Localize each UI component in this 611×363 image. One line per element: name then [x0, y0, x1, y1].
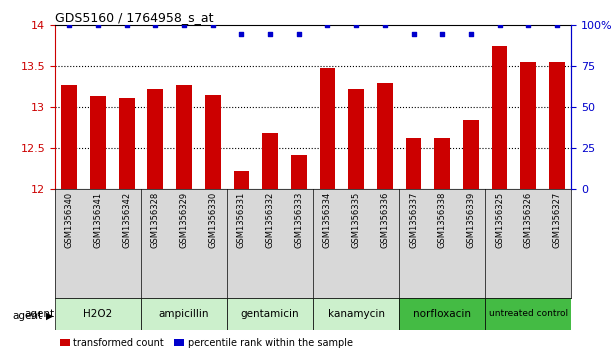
- Point: [466, 30, 476, 36]
- Point: [179, 23, 189, 28]
- Bar: [549, 62, 565, 363]
- Text: GSM1356337: GSM1356337: [409, 192, 418, 248]
- Bar: [485, 298, 571, 330]
- Point: [409, 30, 419, 36]
- Text: GSM1356327: GSM1356327: [552, 192, 562, 248]
- Point: [495, 23, 505, 28]
- Point: [351, 23, 361, 28]
- Legend: transformed count, percentile rank within the sample: transformed count, percentile rank withi…: [60, 338, 353, 348]
- Text: GSM1356338: GSM1356338: [437, 192, 447, 248]
- Text: GSM1356331: GSM1356331: [237, 192, 246, 248]
- Point: [524, 23, 533, 28]
- Bar: [233, 171, 249, 363]
- Text: GSM1356332: GSM1356332: [266, 192, 274, 248]
- Point: [437, 30, 447, 36]
- Point: [93, 23, 103, 28]
- Point: [380, 23, 390, 28]
- Bar: [463, 120, 479, 363]
- Text: ▶: ▶: [46, 311, 53, 321]
- Text: GDS5160 / 1764958_s_at: GDS5160 / 1764958_s_at: [55, 11, 213, 24]
- Point: [208, 23, 218, 28]
- Bar: [521, 62, 536, 363]
- Bar: [227, 298, 313, 330]
- Text: kanamycin: kanamycin: [327, 309, 385, 319]
- Bar: [262, 133, 278, 363]
- Bar: [320, 68, 335, 363]
- Text: GSM1356329: GSM1356329: [180, 192, 189, 248]
- Text: agent: agent: [12, 311, 42, 321]
- Text: GSM1356326: GSM1356326: [524, 192, 533, 248]
- Text: norfloxacin: norfloxacin: [413, 309, 471, 319]
- Point: [64, 23, 74, 28]
- Bar: [377, 82, 393, 363]
- Bar: [313, 298, 399, 330]
- Point: [265, 30, 275, 36]
- Text: GSM1356339: GSM1356339: [466, 192, 475, 248]
- Point: [552, 23, 562, 28]
- Text: agent: agent: [25, 309, 55, 319]
- Text: H2O2: H2O2: [83, 309, 112, 319]
- Text: GSM1356333: GSM1356333: [295, 192, 303, 248]
- Text: GSM1356340: GSM1356340: [65, 192, 74, 248]
- Text: GSM1356330: GSM1356330: [208, 192, 218, 248]
- Text: GSM1356336: GSM1356336: [380, 192, 389, 248]
- Text: gentamicin: gentamicin: [241, 309, 299, 319]
- Point: [122, 23, 131, 28]
- Bar: [406, 138, 422, 363]
- Text: GSM1356328: GSM1356328: [151, 192, 160, 248]
- Bar: [62, 85, 77, 363]
- Bar: [399, 298, 485, 330]
- Point: [294, 30, 304, 36]
- Text: GSM1356325: GSM1356325: [495, 192, 504, 248]
- Point: [236, 30, 246, 36]
- Bar: [348, 89, 364, 363]
- Bar: [492, 46, 508, 363]
- Point: [323, 23, 332, 28]
- Bar: [141, 298, 227, 330]
- Point: [150, 23, 160, 28]
- Bar: [55, 298, 141, 330]
- Text: untreated control: untreated control: [489, 310, 568, 318]
- Text: ampicillin: ampicillin: [159, 309, 210, 319]
- Bar: [291, 155, 307, 363]
- Bar: [147, 89, 163, 363]
- Text: GSM1356335: GSM1356335: [352, 192, 360, 248]
- Bar: [119, 98, 134, 363]
- Text: GSM1356342: GSM1356342: [122, 192, 131, 248]
- Text: GSM1356334: GSM1356334: [323, 192, 332, 248]
- Bar: [90, 95, 106, 363]
- Bar: [205, 95, 221, 363]
- Text: GSM1356341: GSM1356341: [93, 192, 103, 248]
- Bar: [434, 138, 450, 363]
- Bar: [176, 85, 192, 363]
